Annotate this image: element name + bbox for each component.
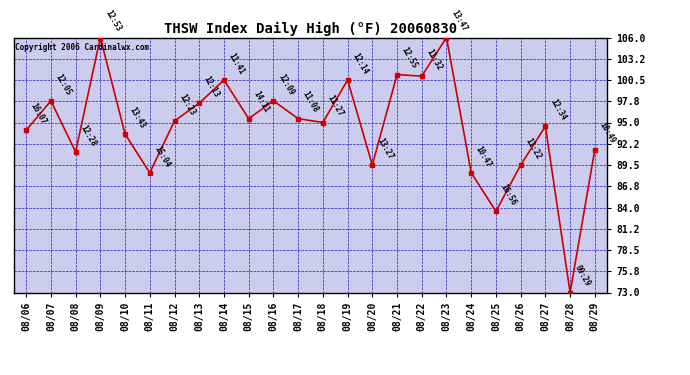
Text: 11:32: 11:32 (424, 48, 444, 72)
Text: 15:04: 15:04 (152, 144, 172, 168)
Text: 13:27: 13:27 (375, 136, 395, 161)
Text: Copyright 2006 Cardinalwx.com: Copyright 2006 Cardinalwx.com (15, 43, 149, 52)
Text: 16:07: 16:07 (29, 102, 48, 126)
Text: 12:55: 12:55 (400, 46, 419, 70)
Text: 11:41: 11:41 (227, 51, 246, 76)
Text: 14:11: 14:11 (251, 90, 270, 114)
Text: 11:22: 11:22 (524, 136, 543, 161)
Text: 11:27: 11:27 (326, 94, 345, 118)
Text: 12:23: 12:23 (177, 92, 197, 117)
Text: 13:47: 13:47 (449, 9, 469, 33)
Text: 09:29: 09:29 (573, 264, 592, 288)
Text: 12:34: 12:34 (548, 98, 567, 122)
Title: THSW Index Daily High (°F) 20060830: THSW Index Daily High (°F) 20060830 (164, 22, 457, 36)
Text: 11:08: 11:08 (301, 90, 320, 114)
Text: 12:09: 12:09 (276, 72, 295, 97)
Text: 12:28: 12:28 (79, 123, 98, 148)
Text: 12:14: 12:14 (351, 51, 370, 76)
Text: 10:49: 10:49 (598, 121, 617, 146)
Text: 12:53: 12:53 (103, 9, 122, 33)
Text: 16:56: 16:56 (499, 183, 518, 207)
Text: 12:13: 12:13 (202, 75, 221, 99)
Text: 12:05: 12:05 (54, 72, 73, 97)
Text: 13:43: 13:43 (128, 105, 147, 130)
Text: 10:47: 10:47 (474, 144, 493, 168)
